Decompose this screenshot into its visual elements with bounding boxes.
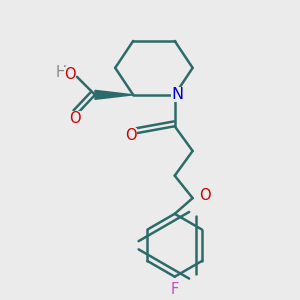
Text: F: F	[171, 281, 179, 296]
Text: H: H	[56, 65, 67, 80]
Polygon shape	[95, 90, 133, 99]
Text: O: O	[64, 67, 76, 82]
Text: O: O	[69, 111, 81, 126]
Text: N: N	[171, 87, 183, 102]
Text: O: O	[125, 128, 137, 143]
Text: O: O	[199, 188, 211, 203]
